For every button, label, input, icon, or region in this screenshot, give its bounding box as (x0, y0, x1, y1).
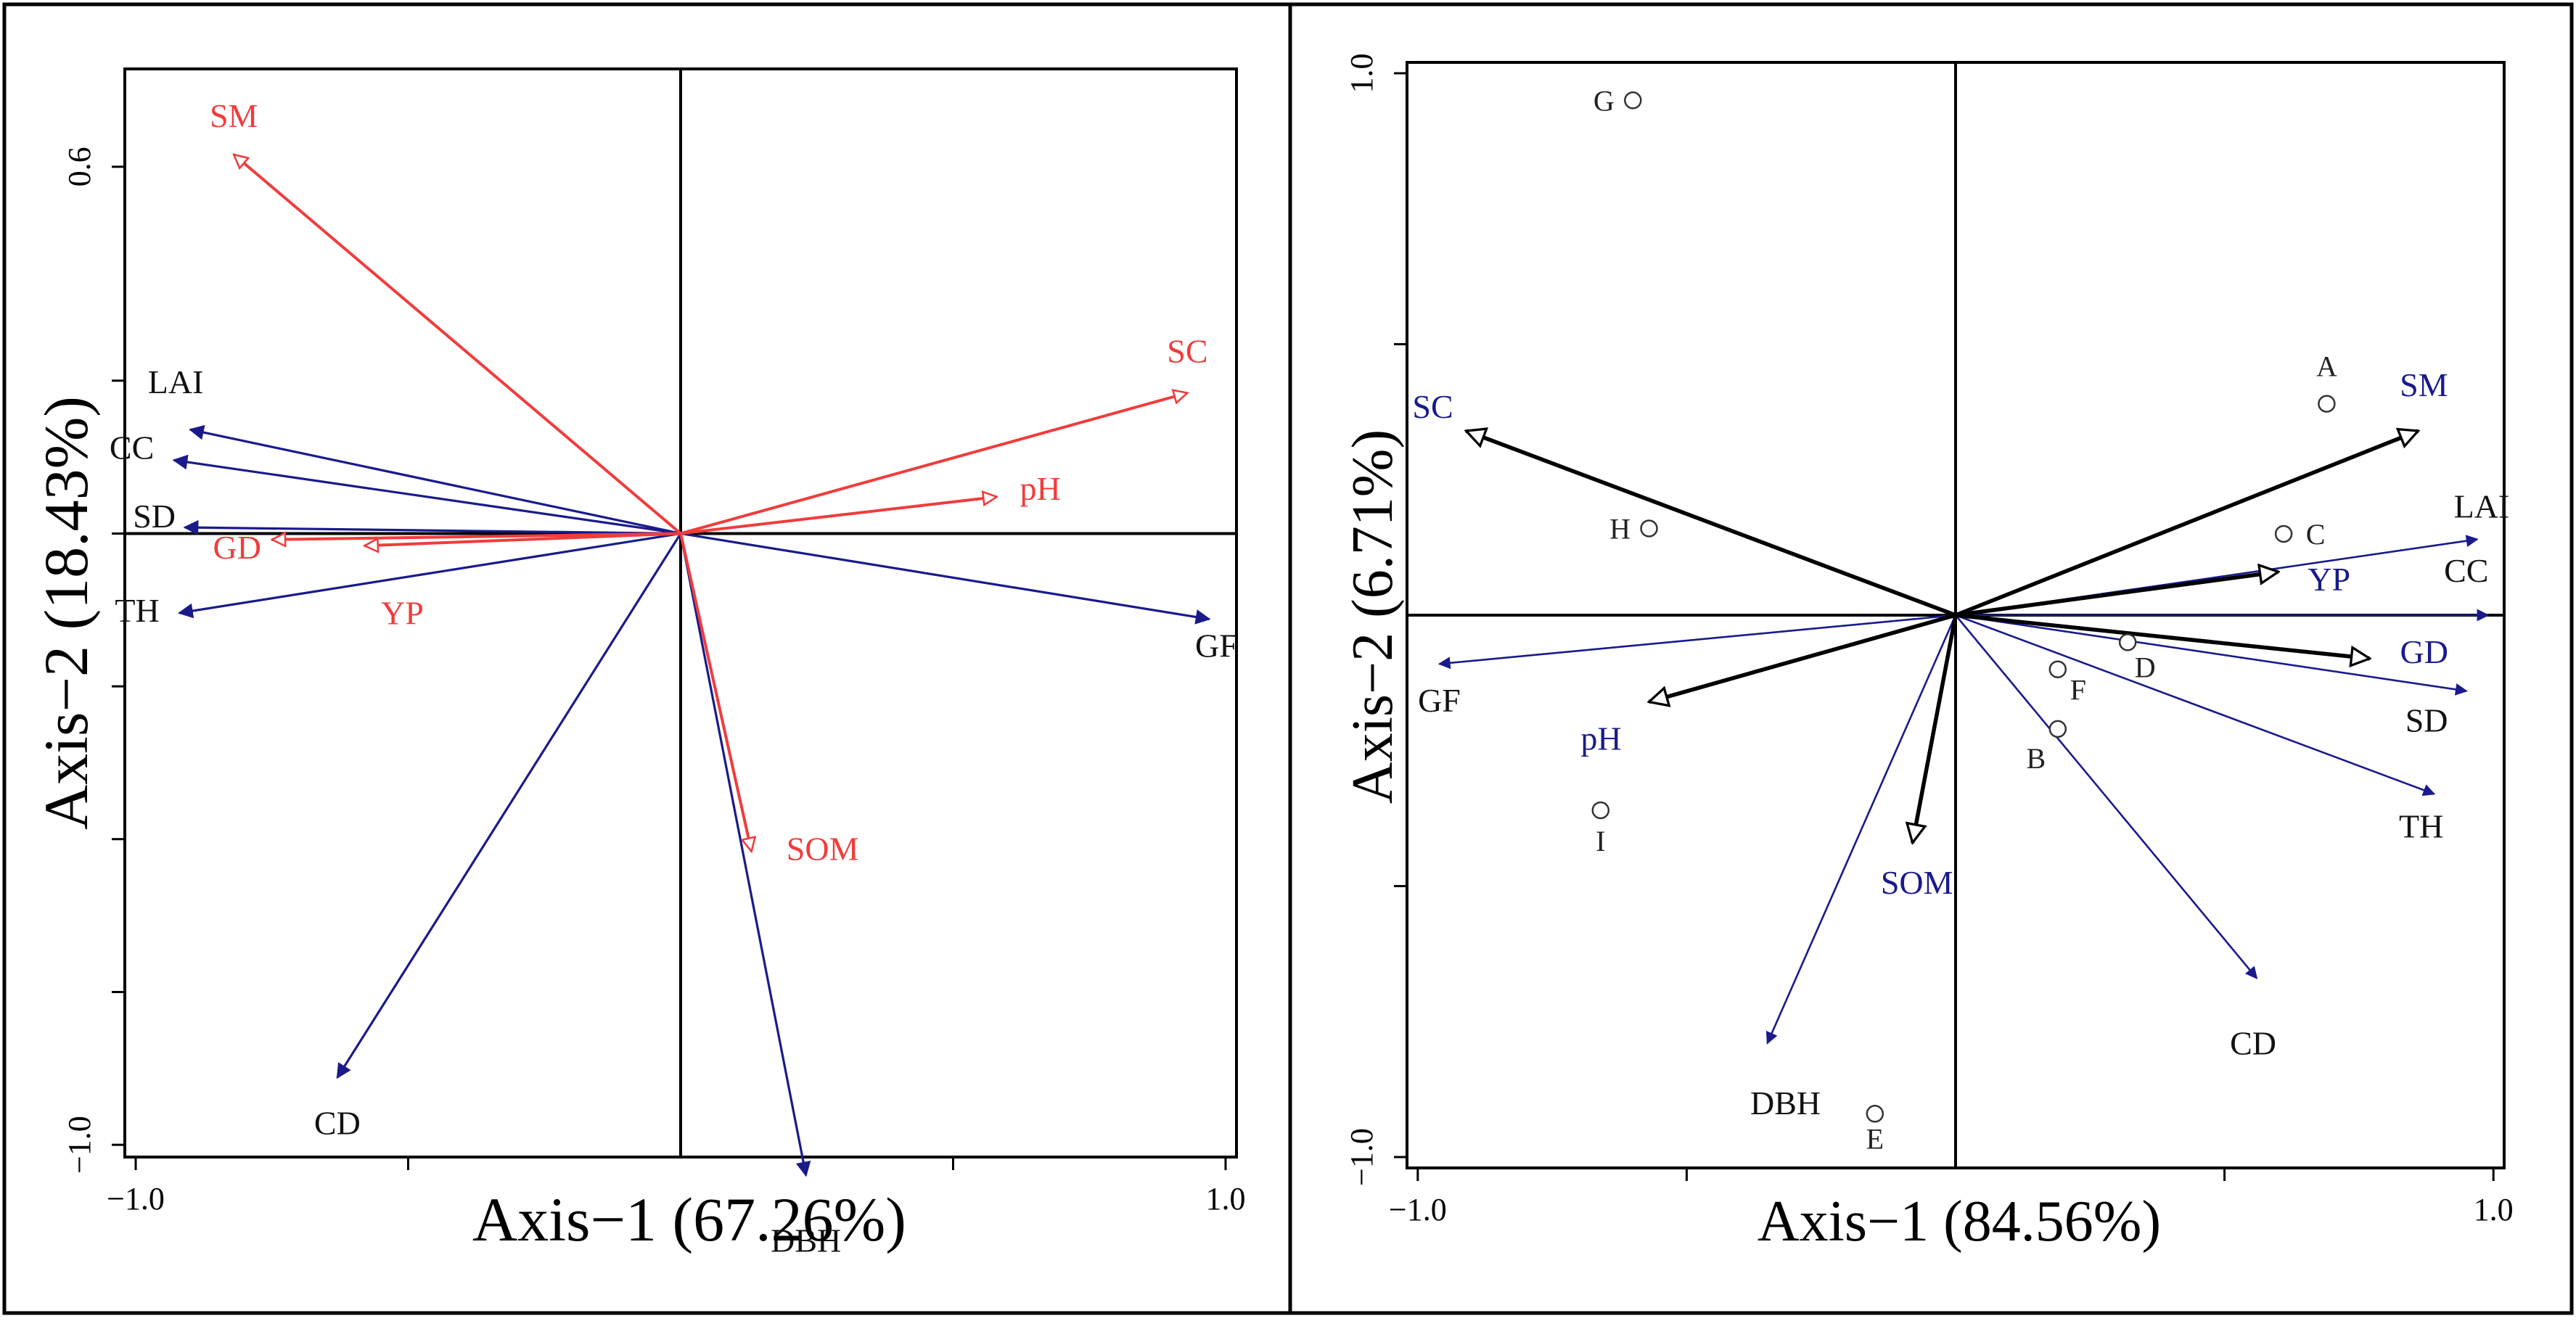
environment-arrow-gd (272, 533, 681, 539)
left-environment-vectors (234, 155, 1187, 852)
environment-arrow-ph (680, 497, 997, 535)
site-label-f: F (2070, 674, 2086, 707)
site-point-f (2048, 660, 2067, 678)
response-label-sd: SD (2405, 702, 2448, 739)
response-label-gf: GF (1418, 682, 1461, 719)
environment-label-yp: YP (2308, 561, 2350, 598)
response-arrow-lai (189, 424, 681, 535)
response-label-th: TH (115, 592, 159, 629)
response-arrow-th (178, 532, 681, 619)
response-arrow-sd (1955, 614, 2468, 696)
environment-label-sc: SC (1412, 388, 1453, 425)
site-label-c: C (2306, 518, 2326, 551)
site-point-a (2318, 395, 2336, 413)
site-point-g (1624, 91, 1642, 110)
environment-label-ph: pH (1020, 470, 1060, 507)
environment-label-ph: pH (1580, 720, 1621, 757)
response-label-th: TH (2399, 808, 2443, 845)
right-y-axis-title: Axis−2 (6.71%) (1341, 429, 1405, 804)
environment-arrow-yp (1955, 572, 2278, 617)
site-label-e: E (1866, 1122, 1884, 1155)
environment-arrow-sm (234, 155, 682, 535)
response-arrow-dbh (679, 533, 811, 1177)
environment-label-som: SOM (1881, 864, 1953, 901)
left-tick-labels: −1.0 1.0 0.6 −1.0 (62, 147, 1245, 1217)
response-label-cc: CC (110, 429, 154, 466)
site-point-d (2118, 633, 2137, 651)
environment-arrow-gd (1955, 613, 2370, 659)
left-panel-frame (2, 2, 1292, 1315)
y-tick-label-1-0: 1.0 (1344, 53, 1379, 93)
environment-arrow-sc (680, 393, 1187, 535)
x-tick-label-1-0: −1.0 (1389, 1192, 1447, 1227)
response-label-sd: SD (133, 498, 176, 535)
response-label-gf: GF (1195, 627, 1238, 664)
response-arrow-dbh (1765, 614, 1957, 1045)
environment-arrow-som (679, 533, 752, 851)
site-point-i (1591, 801, 1610, 820)
response-arrow-cd (336, 532, 682, 1079)
response-arrow-cd (1954, 614, 2258, 979)
y-tick-label-1-0: −1.0 (1344, 1128, 1379, 1186)
environment-arrow-sm (1954, 431, 2418, 617)
x-tick-label-1-0: 1.0 (1205, 1181, 1245, 1217)
right-tick-labels: −1.0 1.0 1.0 −1.0 (1344, 53, 2514, 1227)
environment-label-gd: GD (213, 529, 261, 566)
right-axis-ticks (1394, 72, 2495, 1181)
environment-label-gd: GD (2400, 633, 2448, 670)
right-panel-frame (1288, 2, 2574, 1315)
environment-label-sm: SM (210, 97, 258, 134)
x-tick-label-1-0: 1.0 (2474, 1192, 2514, 1227)
site-label-i: I (1596, 825, 1605, 857)
site-point-b (2048, 720, 2067, 738)
response-label-cd: CD (314, 1104, 361, 1141)
left-y-axis-title: Axis−2 (18.43%) (31, 396, 101, 830)
site-point-e (1866, 1105, 1884, 1123)
response-arrow-th (1955, 614, 2436, 797)
environment-arrow-yp (364, 532, 681, 546)
response-label-cc: CC (2444, 552, 2488, 589)
response-label-lai: LAI (2454, 487, 2510, 524)
left-axis-ticks (112, 165, 1227, 1170)
x-tick-label-1-0: −1.0 (107, 1181, 165, 1217)
site-point-h (1640, 519, 1658, 538)
right-environment-vectors (1467, 431, 2419, 843)
site-label-d: D (2135, 651, 2156, 683)
environment-arrow-sc (1467, 431, 1956, 617)
response-arrow-cc (172, 454, 681, 535)
response-arrow-sd (183, 519, 681, 535)
environment-label-som: SOM (787, 831, 859, 868)
response-arrow-gf (680, 532, 1211, 625)
site-point-c (2274, 524, 2293, 543)
environment-label-yp: YP (381, 594, 424, 631)
environment-label-sc: SC (1167, 333, 1207, 370)
response-label-dbh: DBH (771, 1222, 841, 1259)
response-arrow-gf (1437, 614, 1956, 670)
environment-arrow-ph (1649, 613, 1956, 702)
left-x-axis-title: Axis−1 (67.26%) (472, 1185, 906, 1254)
response-label-lai: LAI (148, 363, 204, 400)
left-vector-labels: LAI CC SD TH GF CD DBH SM SC pH GD YP SOM (110, 97, 1238, 1259)
left-response-vectors (172, 424, 1211, 1177)
right-x-axis-title: Axis−1 (84.56%) (1757, 1190, 2161, 1254)
site-label-b: B (2026, 742, 2046, 775)
site-label-g: G (1593, 84, 1615, 117)
environment-arrow-som (1913, 614, 1958, 843)
response-label-cd: CD (2230, 1025, 2276, 1062)
y-tick-label-1-0: −1.0 (62, 1116, 97, 1174)
left-biplot: −1.0 1.0 0.6 −1.0 LAI CC SD TH GF CD DBH SM SC pH GD Y… (31, 67, 1245, 1259)
site-label-h: H (1609, 512, 1630, 545)
site-label-a: A (2316, 350, 2337, 383)
response-label-dbh: DBH (1750, 1085, 1821, 1122)
environment-label-sm: SM (2400, 366, 2448, 403)
y-tick-label-0-6: 0.6 (62, 147, 97, 186)
